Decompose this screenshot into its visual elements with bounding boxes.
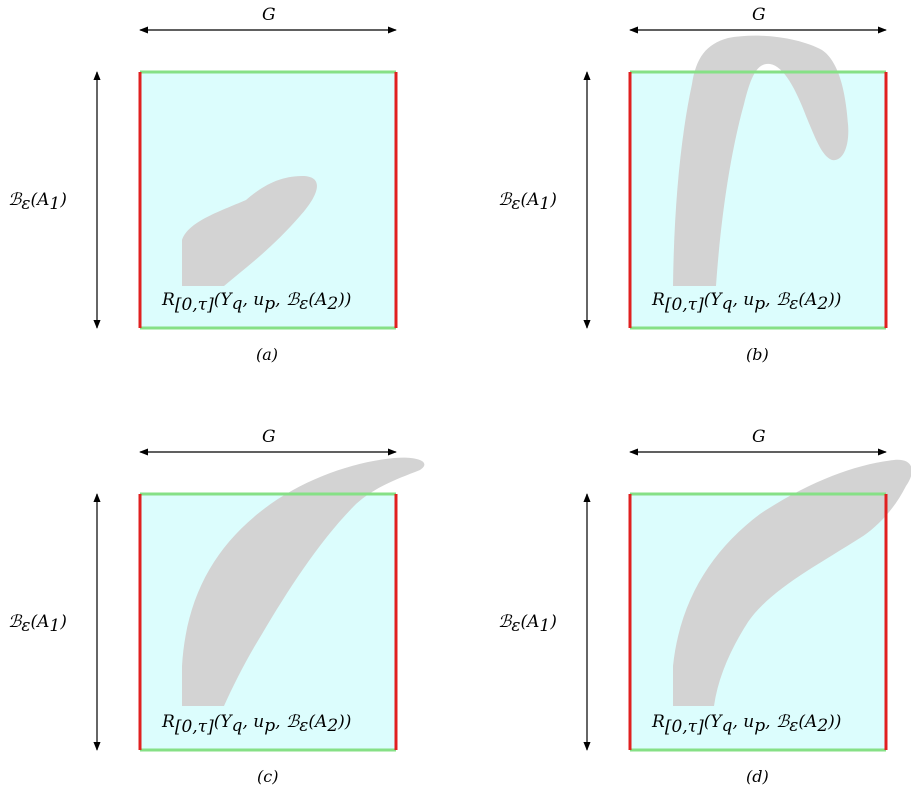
horizontal-label: G xyxy=(262,427,276,447)
panel-a: G ℬε(A1) R[0,τ](Yq, up, ℬε(A2)) (a) xyxy=(8,5,398,364)
reach-set-region xyxy=(673,459,911,706)
panel-b: G ℬε(A1) R[0,τ](Yq, up, ℬε(A2)) (b) xyxy=(498,5,888,364)
horizontal-label: G xyxy=(752,427,766,447)
panel-d: G ℬε(A1) R[0,τ](Yq, up, ℬε(A2)) (d) xyxy=(498,427,911,786)
reach-set-label: R[0,τ](Yq, up, ℬε(A2)) xyxy=(161,290,351,315)
panel-caption: (a) xyxy=(256,345,278,364)
vertical-label: ℬε(A1) xyxy=(8,612,67,636)
vertical-label: ℬε(A1) xyxy=(498,612,557,636)
safe-box xyxy=(630,72,886,328)
panel-caption: (d) xyxy=(746,767,769,786)
panel-c: G ℬε(A1) R[0,τ](Yq, up, ℬε(A2)) (c) xyxy=(8,427,425,786)
reach-set-label: R[0,τ](Yq, up, ℬε(A2)) xyxy=(651,712,841,737)
horizontal-label: G xyxy=(752,5,766,25)
reach-set-region xyxy=(673,35,849,286)
horizontal-label: G xyxy=(262,5,276,25)
reach-set-region xyxy=(182,176,317,286)
reach-set-label: R[0,τ](Yq, up, ℬε(A2)) xyxy=(651,290,841,315)
reach-set-region xyxy=(182,457,425,706)
reach-set-label: R[0,τ](Yq, up, ℬε(A2)) xyxy=(161,712,351,737)
vertical-label: ℬε(A1) xyxy=(498,190,557,214)
panel-caption: (c) xyxy=(257,767,278,786)
panel-caption: (b) xyxy=(746,345,769,364)
vertical-label: ℬε(A1) xyxy=(8,190,67,214)
